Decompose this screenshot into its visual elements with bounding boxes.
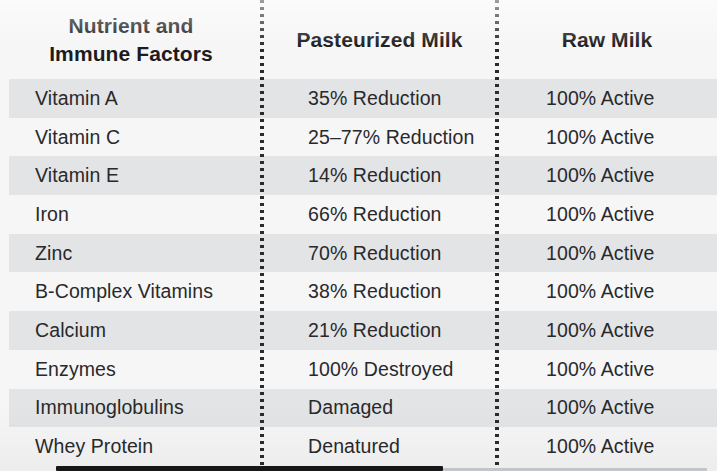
- table-row: Calcium 21% Reduction 100% Active: [9, 311, 717, 350]
- bottom-border: [56, 466, 443, 471]
- table-row: Whey Protein Denatured 100% Active: [9, 427, 717, 466]
- pasteurized-cell: 70% Reduction: [262, 242, 497, 265]
- table-row: Zinc 70% Reduction 100% Active: [9, 234, 717, 273]
- raw-cell: 100% Active: [497, 435, 717, 458]
- header-nutrient-column: Nutrient and Immune Factors: [0, 0, 262, 79]
- pasteurized-cell: Denatured: [262, 435, 497, 458]
- factor-cell: B-Complex Vitamins: [9, 280, 262, 303]
- table-row: Immunoglobulins Damaged 100% Active: [9, 389, 717, 428]
- factor-cell: Iron: [9, 203, 262, 226]
- factor-cell: Zinc: [9, 242, 262, 265]
- raw-cell: 100% Active: [497, 319, 717, 342]
- raw-cell: 100% Active: [497, 87, 717, 110]
- factor-cell: Calcium: [9, 319, 262, 342]
- pasteurized-cell: 35% Reduction: [262, 87, 497, 110]
- factor-cell: Vitamin E: [9, 164, 262, 187]
- pasteurized-cell: 25–77% Reduction: [262, 126, 497, 149]
- table-body: Vitamin A 35% Reduction 100% Active Vita…: [9, 79, 717, 466]
- header-nutrient-line2: Immune Factors: [49, 40, 213, 68]
- milk-comparison-table: Nutrient and Immune Factors Pasteurized …: [0, 0, 717, 471]
- header-pasteurized-label: Pasteurized Milk: [296, 26, 462, 54]
- raw-cell: 100% Active: [497, 164, 717, 187]
- pasteurized-cell: 21% Reduction: [262, 319, 497, 342]
- header-raw-column: Raw Milk: [497, 0, 717, 79]
- pasteurized-cell: 100% Destroyed: [262, 358, 497, 381]
- pasteurized-cell: 38% Reduction: [262, 280, 497, 303]
- raw-cell: 100% Active: [497, 358, 717, 381]
- raw-cell: 100% Active: [497, 242, 717, 265]
- factor-cell: Immunoglobulins: [9, 396, 262, 419]
- table-row: Vitamin A 35% Reduction 100% Active: [9, 79, 717, 118]
- factor-cell: Vitamin A: [9, 87, 262, 110]
- table-header-row: Nutrient and Immune Factors Pasteurized …: [0, 0, 717, 79]
- dotted-column-divider: [495, 0, 499, 466]
- table-row: Vitamin E 14% Reduction 100% Active: [9, 156, 717, 195]
- table-row: Enzymes 100% Destroyed 100% Active: [9, 350, 717, 389]
- table-row: Iron 66% Reduction 100% Active: [9, 195, 717, 234]
- header-raw-label: Raw Milk: [562, 26, 653, 54]
- table-row: Vitamin C 25–77% Reduction 100% Active: [9, 118, 717, 157]
- pasteurized-cell: 14% Reduction: [262, 164, 497, 187]
- pasteurized-cell: 66% Reduction: [262, 203, 497, 226]
- dotted-column-divider: [260, 0, 264, 466]
- raw-cell: 100% Active: [497, 203, 717, 226]
- raw-cell: 100% Active: [497, 126, 717, 149]
- raw-cell: 100% Active: [497, 280, 717, 303]
- raw-cell: 100% Active: [497, 396, 717, 419]
- pasteurized-cell: Damaged: [262, 396, 497, 419]
- factor-cell: Vitamin C: [9, 126, 262, 149]
- factor-cell: Enzymes: [9, 358, 262, 381]
- table-row: B-Complex Vitamins 38% Reduction 100% Ac…: [9, 272, 717, 311]
- header-nutrient-line1: Nutrient and: [69, 12, 194, 40]
- factor-cell: Whey Protein: [9, 435, 262, 458]
- header-pasteurized-column: Pasteurized Milk: [262, 0, 497, 79]
